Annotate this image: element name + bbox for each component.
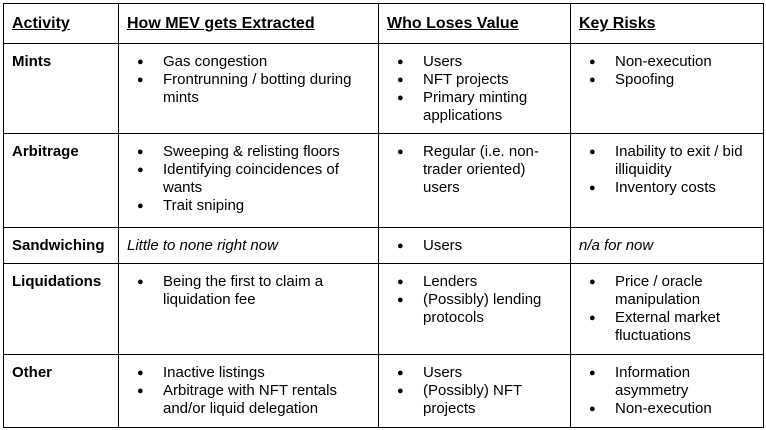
bullet-item: External market fluctuations — [579, 309, 755, 345]
bullet-list: Price / oracle manipulationExternal mark… — [579, 273, 755, 345]
table-cell: n/a for now — [570, 227, 764, 264]
table-cell: Lenders(Possibly) lending protocols — [378, 263, 571, 355]
table-row: Sandwiching Little to none right now Users… — [3, 227, 764, 264]
bullet-item: Regular (i.e. non-trader oriented) users — [387, 143, 562, 197]
table-cell: UsersNFT projectsPrimary minting applica… — [378, 43, 571, 134]
table-cell: Inability to exit / bid illiquidityInven… — [570, 133, 764, 228]
mev-table: Activity How MEV gets Extracted Who Loses … — [3, 3, 764, 428]
bullet-list: Information asymmetryNon-execution — [579, 364, 755, 418]
table-row: LiquidationsBeing the first to claim a l… — [3, 263, 764, 355]
bullet-list: UsersNFT projectsPrimary minting applica… — [387, 53, 562, 125]
bullet-list: Non-executionSpoofing — [579, 53, 755, 89]
bullet-item: Arbitrage with NFT rentals and/or liquid… — [127, 382, 370, 418]
bullet-list: Users — [387, 237, 562, 255]
table-row: MintsGas congestionFrontrunning / bottin… — [3, 43, 764, 134]
bullet-item: (Possibly) NFT projects — [387, 382, 562, 418]
table-cell: Users(Possibly) NFT projects — [378, 354, 571, 428]
bullet-list: Lenders(Possibly) lending protocols — [387, 273, 562, 327]
bullet-item: (Possibly) lending protocols — [387, 291, 562, 327]
bullet-list: Inactive listingsArbitrage with NFT rent… — [127, 364, 370, 418]
activity-cell: Mints — [3, 43, 119, 134]
activity-cell: Other — [3, 354, 119, 428]
table-cell: Information asymmetryNon-execution — [570, 354, 764, 428]
table-cell: Inactive listingsArbitrage with NFT rent… — [118, 354, 379, 428]
activity-cell: Liquidations — [3, 263, 119, 355]
bullet-list: Users(Possibly) NFT projects — [387, 364, 562, 418]
bullet-list: Regular (i.e. non-trader oriented) users — [387, 143, 562, 197]
cell-note: n/a for now — [579, 237, 654, 254]
bullet-list: Inability to exit / bid illiquidityInven… — [579, 143, 755, 197]
bullet-item: Sweeping & relisting floors — [127, 143, 370, 161]
header-cell: Activity — [3, 3, 119, 44]
activity-cell: Arbitrage — [3, 133, 119, 228]
bullet-item: NFT projects — [387, 71, 562, 89]
table-cell: Being the first to claim a liquidation f… — [118, 263, 379, 355]
bullet-item: Inventory costs — [579, 179, 755, 197]
table-cell: Little to none right now — [118, 227, 379, 264]
bullet-item: Trait sniping — [127, 197, 370, 215]
table-row: OtherInactive listingsArbitrage with NFT… — [3, 354, 764, 428]
header-row: Activity How MEV gets Extracted Who Loses … — [3, 3, 764, 44]
bullet-item: Primary minting applications — [387, 89, 562, 125]
bullet-list: Gas congestionFrontrunning / botting dur… — [127, 53, 370, 107]
bullet-list: Sweeping & relisting floorsIdentifying c… — [127, 143, 370, 215]
bullet-item: Spoofing — [579, 71, 755, 89]
table-cell: Sweeping & relisting floorsIdentifying c… — [118, 133, 379, 228]
bullet-item: Being the first to claim a liquidation f… — [127, 273, 370, 309]
activity-cell: Sandwiching — [3, 227, 119, 264]
bullet-item: Lenders — [387, 273, 562, 291]
header-cell: Who Loses Value — [378, 3, 571, 44]
bullet-item: Price / oracle manipulation — [579, 273, 755, 309]
cell-note: Little to none right now — [127, 237, 278, 254]
bullet-item: Frontrunning / botting during mints — [127, 71, 370, 107]
bullet-item: Inability to exit / bid illiquidity — [579, 143, 755, 179]
bullet-item: Users — [387, 237, 562, 255]
bullet-list: Being the first to claim a liquidation f… — [127, 273, 370, 309]
table-cell: Users — [378, 227, 571, 264]
bullet-item: Identifying coincidences of wants — [127, 161, 370, 197]
header-cell: Key Risks — [570, 3, 764, 44]
table-cell: Gas congestionFrontrunning / botting dur… — [118, 43, 379, 134]
bullet-item: Users — [387, 364, 562, 382]
bullet-item: Gas congestion — [127, 53, 370, 71]
header-cell: How MEV gets Extracted — [118, 3, 379, 44]
table-row: ArbitrageSweeping & relisting floorsIden… — [3, 133, 764, 228]
bullet-item: Information asymmetry — [579, 364, 755, 400]
table-cell: Regular (i.e. non-trader oriented) users — [378, 133, 571, 228]
bullet-item: Users — [387, 53, 562, 71]
bullet-item: Inactive listings — [127, 364, 370, 382]
table-cell: Non-executionSpoofing — [570, 43, 764, 134]
table-cell: Price / oracle manipulationExternal mark… — [570, 263, 764, 355]
bullet-item: Non-execution — [579, 53, 755, 71]
bullet-item: Non-execution — [579, 400, 755, 418]
